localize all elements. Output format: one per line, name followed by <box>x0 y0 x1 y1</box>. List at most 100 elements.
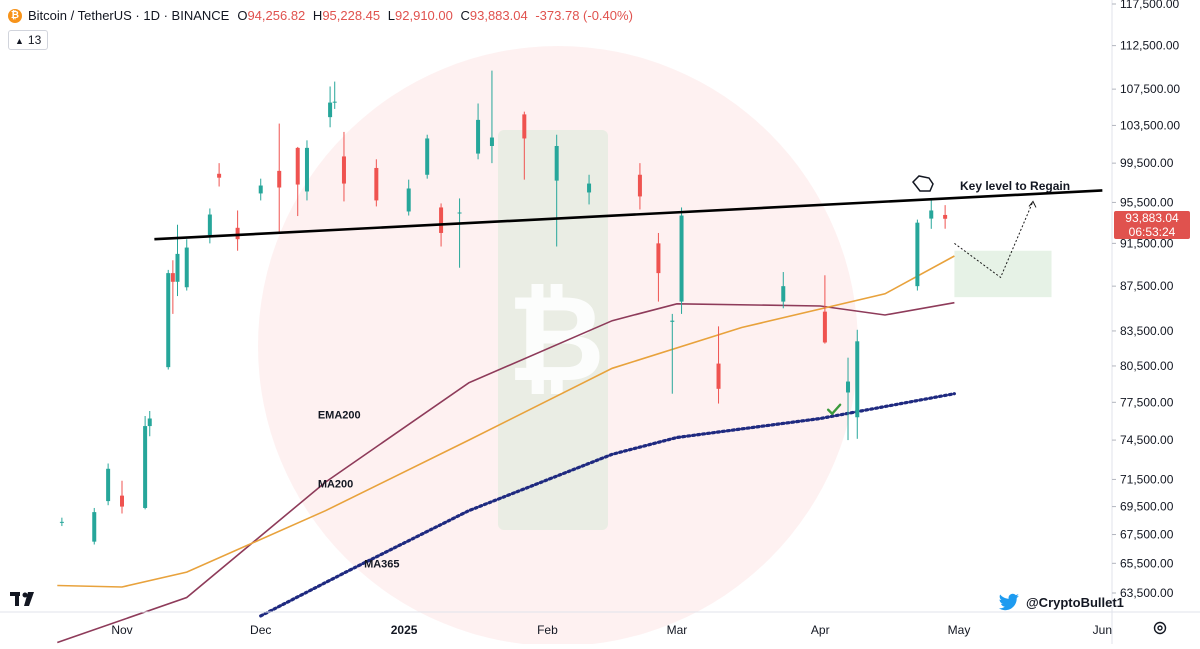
candle <box>670 313 675 394</box>
candle-body <box>822 311 827 343</box>
price-tick-label: 91,500.00 <box>1120 236 1174 250</box>
candle-body <box>476 119 481 154</box>
candle-body <box>147 418 152 427</box>
candle <box>207 208 212 244</box>
candle-body <box>929 210 934 219</box>
price-tick-label: 117,500.00 <box>1120 0 1179 11</box>
candle-body <box>304 147 309 192</box>
checkmark-icon <box>826 403 842 416</box>
candle-body <box>554 145 559 181</box>
projection-arrow-icon <box>1028 200 1037 208</box>
ohlc-values: O94,256.82 H95,228.45 L92,910.00 C93,883… <box>237 8 637 23</box>
close-value: 93,883.04 <box>469 8 528 23</box>
candle-body <box>328 102 333 118</box>
projection-path <box>954 201 1034 279</box>
candle <box>328 86 333 128</box>
series-label-ma365: MA365 <box>364 559 399 571</box>
price-tick-label: 112,500.00 <box>1120 39 1179 53</box>
candle <box>716 326 721 404</box>
change-value: -373.78 (-0.40%) <box>535 8 633 23</box>
price-tick-label: 80,500.00 <box>1120 359 1174 373</box>
candle-body <box>120 495 124 507</box>
candle <box>184 239 189 291</box>
price-tick-label: 87,500.00 <box>1120 279 1174 293</box>
candle-body <box>217 173 222 178</box>
open-value: 94,256.82 <box>247 8 306 23</box>
candle <box>489 70 494 164</box>
candle-body <box>295 147 300 185</box>
price-tick-label: 103,500.00 <box>1120 118 1180 132</box>
candle-body <box>656 243 661 274</box>
price-tick-label: 77,500.00 <box>1120 395 1174 409</box>
time-tick-label: 2025 <box>391 623 418 637</box>
candle <box>915 219 920 291</box>
time-tick-label: Dec <box>250 623 271 637</box>
candle-body <box>207 214 212 236</box>
candle-body <box>716 363 721 389</box>
candle <box>406 179 411 216</box>
candle-body <box>781 286 786 302</box>
chevron-up-icon: ▲ <box>15 36 24 46</box>
tradingview-logo-icon[interactable] <box>10 590 40 613</box>
low-label: L <box>387 8 396 23</box>
twitter-credit: @CryptoBullet1 <box>998 593 1124 611</box>
candle-body <box>106 468 111 502</box>
indicators-toggle-button[interactable]: ▲ 13 <box>8 30 49 50</box>
time-tick-label: Apr <box>811 623 830 637</box>
candle <box>235 210 240 251</box>
symbol-title[interactable]: Bitcoin / TetherUS · 1D · BINANCE <box>28 8 230 23</box>
price-tick-label: 107,500.00 <box>1120 82 1180 96</box>
candle-body <box>332 101 337 103</box>
chart-header: ₿ Bitcoin / TetherUS · 1D · BINANCE O94,… <box>8 8 637 23</box>
candle <box>855 329 860 439</box>
series-line-ema200 <box>57 301 955 644</box>
candle-body <box>855 341 860 418</box>
candle <box>295 146 300 217</box>
candle-body <box>170 273 175 282</box>
target-zone <box>954 250 1052 298</box>
candle-body <box>92 512 97 542</box>
high-label: H <box>312 8 323 23</box>
candle <box>258 178 263 201</box>
price-tick-label: 67,500.00 <box>1120 528 1174 542</box>
candle-body <box>374 167 379 201</box>
last-price-tag: 93,883.04 06:53:24 <box>1114 211 1190 239</box>
candle <box>554 134 559 247</box>
candle <box>170 260 175 314</box>
price-tick-label: 99,500.00 <box>1120 156 1174 170</box>
candle <box>106 463 111 506</box>
close-label: C <box>460 8 470 23</box>
candle <box>120 480 124 514</box>
candle <box>304 140 309 201</box>
time-tick-label: May <box>948 623 971 637</box>
series-label-ma200: MA200 <box>318 478 353 490</box>
time-tick-label: Feb <box>537 623 558 637</box>
candle-body <box>277 170 282 188</box>
price-tick-label: 63,500.00 <box>1120 586 1174 600</box>
indicator-count: 13 <box>27 33 42 47</box>
candle <box>587 174 592 205</box>
candle-body <box>915 222 920 287</box>
settings-gear-icon[interactable] <box>1152 620 1168 641</box>
candle <box>341 131 346 202</box>
candle-body <box>59 521 64 523</box>
series-line-ma365 <box>259 392 957 618</box>
candle-body <box>184 247 189 288</box>
candle <box>374 159 379 207</box>
candle <box>781 272 786 309</box>
series-line-ma200 <box>57 255 955 588</box>
price-tick-label: 83,500.00 <box>1120 324 1174 338</box>
candle-body <box>341 156 346 184</box>
key-level-label: Key level to Regain <box>960 179 1070 193</box>
price-tick-label: 95,500.00 <box>1120 195 1174 209</box>
candle-body <box>522 114 527 139</box>
svg-text:₿: ₿ <box>507 272 605 406</box>
candle-body <box>175 253 180 282</box>
candle <box>822 275 827 344</box>
candle-body <box>457 212 462 214</box>
candle <box>147 410 152 437</box>
price-tick-label: 74,500.00 <box>1120 433 1174 447</box>
candle-body <box>406 188 411 212</box>
key-level-trendline <box>154 189 1103 241</box>
